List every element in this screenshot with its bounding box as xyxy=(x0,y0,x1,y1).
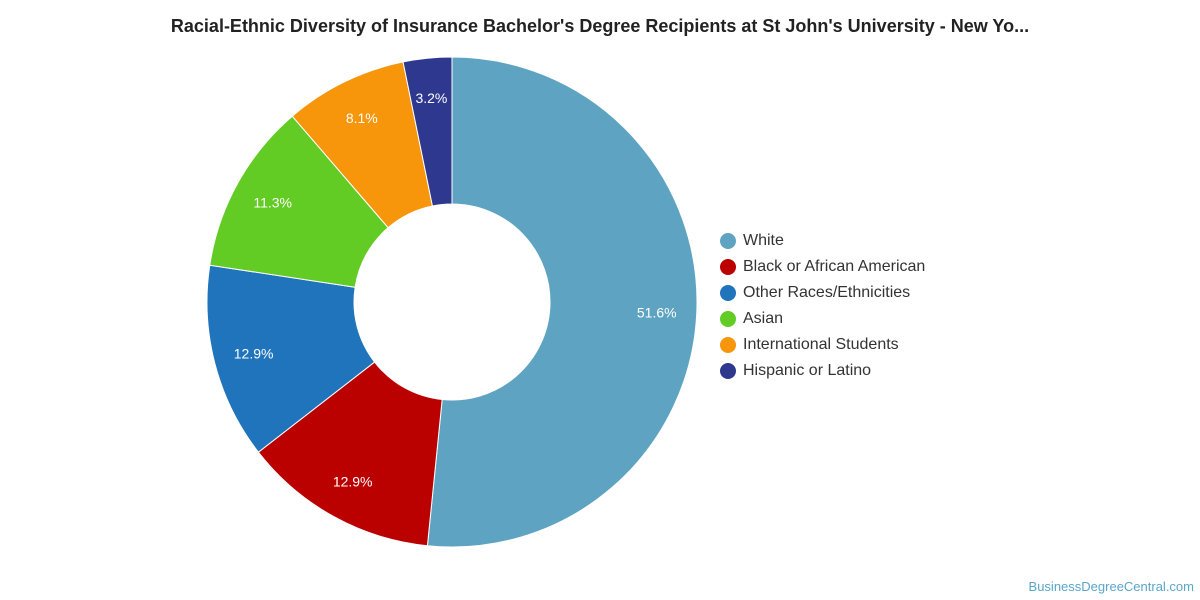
chart-title: Racial-Ethnic Diversity of Insurance Bac… xyxy=(170,16,1030,36)
slice-label: 51.6% xyxy=(637,304,677,320)
legend-item[interactable]: Other Races/Ethnicities xyxy=(720,280,925,306)
slice-black-or-african-american[interactable] xyxy=(257,361,443,547)
legend-swatch-icon xyxy=(720,285,736,301)
slice-hispanic-or-latino[interactable] xyxy=(402,56,453,207)
slice-label: 11.3% xyxy=(253,195,292,211)
legend-swatch-icon xyxy=(720,363,736,379)
legend-swatch-icon xyxy=(720,337,736,353)
legend-label: Other Races/Ethnicities xyxy=(743,284,911,301)
legend-label: International Students xyxy=(743,336,899,353)
chart-legend: White Black or African American Other Race… xyxy=(720,228,925,384)
slice-label: 12.9% xyxy=(333,473,373,489)
slice-label: 3.2% xyxy=(415,90,447,106)
legend-item[interactable]: Black or African American xyxy=(720,254,925,280)
slice-label: 12.9% xyxy=(234,346,274,362)
legend-label: Asian xyxy=(743,310,784,327)
legend-item[interactable]: White xyxy=(720,228,925,254)
source-link[interactable]: BusinessDegreeCentral.com xyxy=(1028,579,1194,594)
slice-label: 8.1% xyxy=(346,110,378,126)
legend-label: Black or African American xyxy=(743,258,926,275)
legend-label: Hispanic or Latino xyxy=(743,362,872,379)
legend-swatch-icon xyxy=(720,311,736,327)
slice-asian[interactable] xyxy=(209,115,389,288)
legend-item[interactable]: Hispanic or Latino xyxy=(720,358,925,384)
legend-label: White xyxy=(743,232,784,249)
slice-white[interactable] xyxy=(426,56,698,548)
legend-swatch-icon xyxy=(720,233,736,249)
legend-item[interactable]: Asian xyxy=(720,306,925,332)
slice-other-races-ethnicities[interactable] xyxy=(206,264,376,453)
legend-swatch-icon xyxy=(720,259,736,275)
legend-item[interactable]: International Students xyxy=(720,332,925,358)
